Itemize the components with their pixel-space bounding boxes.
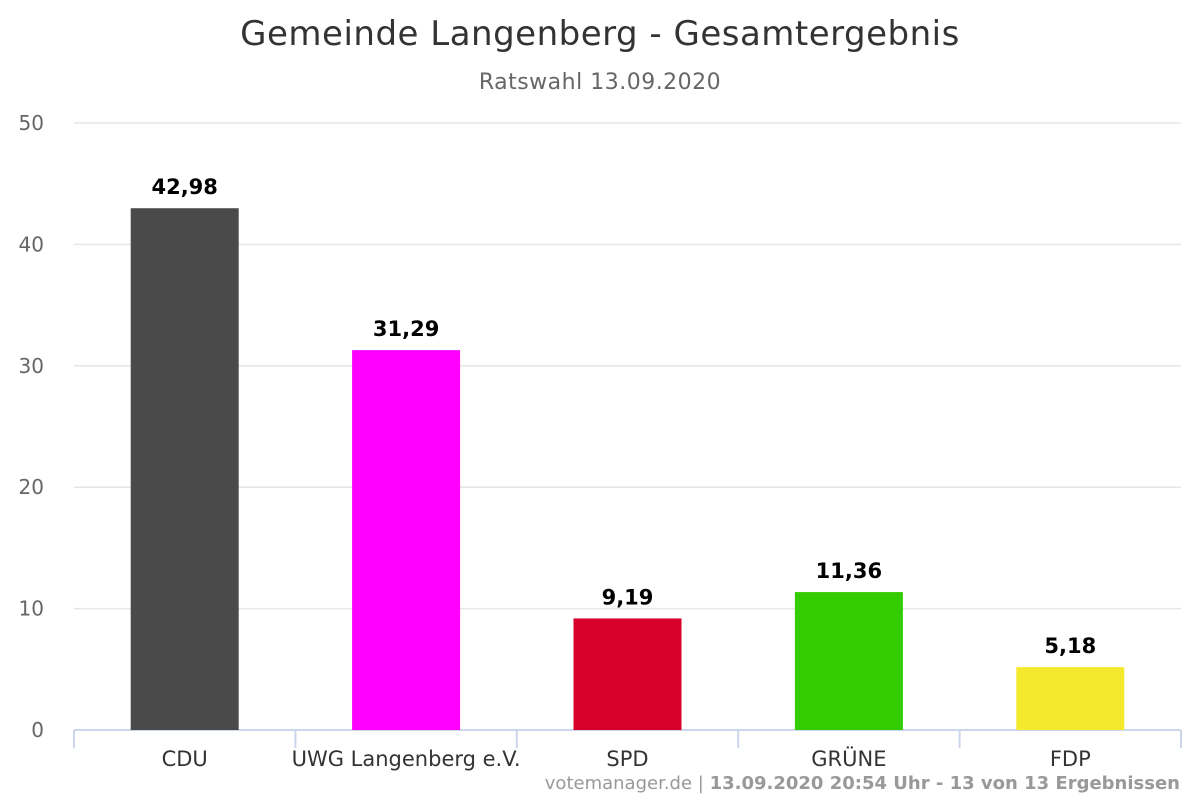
data-label: 5,18 <box>1044 634 1096 658</box>
data-label: 42,98 <box>151 175 217 199</box>
bar-grüne[interactable] <box>794 592 903 730</box>
y-tick-label: 40 <box>19 232 44 256</box>
chart-title: Gemeinde Langenberg - Gesamtergebnis <box>240 14 960 54</box>
bar-fdp[interactable] <box>1016 667 1125 730</box>
bar-cdu[interactable] <box>130 208 239 731</box>
y-tick-label: 50 <box>19 111 44 135</box>
data-label: 11,36 <box>816 559 882 583</box>
data-label: 9,19 <box>602 585 654 609</box>
bar-spd[interactable] <box>573 618 682 730</box>
x-tick-label: GRÜNE <box>811 746 886 771</box>
x-tick-label: SPD <box>606 747 648 771</box>
x-tick-label: FDP <box>1050 747 1091 771</box>
credits[interactable]: votemanager.de | 13.09.2020 20:54 Uhr - … <box>545 773 1180 794</box>
y-tick-label: 20 <box>19 475 44 499</box>
data-label: 31,29 <box>373 317 439 341</box>
y-tick-label: 30 <box>19 354 44 378</box>
credits-separator: | <box>692 773 710 794</box>
y-tick-label: 10 <box>19 597 44 621</box>
y-tick-label: 0 <box>31 718 44 742</box>
credits-source[interactable]: votemanager.de <box>544 773 693 794</box>
x-tick-label: CDU <box>162 747 208 771</box>
chart-subtitle: Ratswahl 13.09.2020 <box>478 70 722 95</box>
x-tick-label: UWG Langenberg e.V. <box>292 747 521 771</box>
credits-status: 13.09.2020 20:54 Uhr - 13 von 13 Ergebni… <box>709 773 1180 794</box>
bar-uwg-langenberg-e-v-[interactable] <box>352 350 461 730</box>
